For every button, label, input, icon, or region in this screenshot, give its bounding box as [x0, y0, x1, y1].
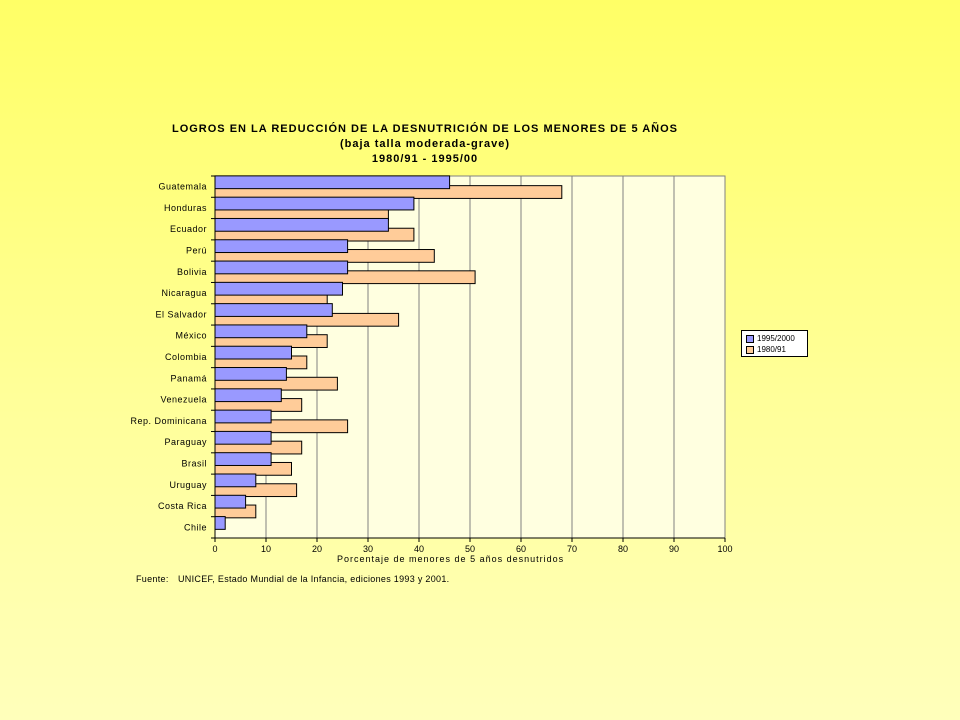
bar-series-1 [214, 430, 272, 445]
source-prefix: Fuente: [136, 574, 169, 584]
legend-swatch-series-1 [746, 334, 754, 343]
x-tick-label: 80 [618, 544, 628, 554]
bar-series-1 [214, 175, 451, 190]
bar-series-1 [214, 452, 272, 466]
legend-label-series-1: 1995/2000 [757, 334, 795, 343]
legend-swatch-series-2 [746, 345, 754, 354]
bar-series-1 [214, 260, 349, 275]
category-label: México [175, 331, 207, 341]
category-label: Colombia [165, 352, 207, 362]
x-tick-label: 50 [465, 544, 475, 554]
bar-series-1 [214, 324, 308, 339]
category-label: Nicaragua [161, 288, 207, 298]
category-label: Bolivia [177, 267, 207, 277]
category-label: Ecuador [170, 224, 207, 234]
bar-series-1 [214, 409, 272, 424]
bar-series-1 [214, 196, 415, 211]
category-label: Brasil [181, 458, 207, 468]
legend-label-series-2: 1980/91 [757, 345, 786, 354]
category-label: Chile [184, 522, 207, 532]
source-text: UNICEF, Estado Mundial de la Infancia, e… [178, 574, 450, 584]
category-label: Costa Rica [158, 501, 207, 511]
bar-series-1 [214, 516, 226, 530]
category-label: Venezuela [160, 395, 207, 405]
x-axis-title: Porcentaje de menores de 5 años desnutri… [337, 554, 565, 564]
chart-title-line-1: LOGROS EN LA REDUCCIÓN DE LA DESNUTRICIÓ… [171, 123, 679, 135]
x-tick-label: 30 [363, 544, 373, 554]
x-tick-label: 100 [717, 544, 732, 554]
bar-series-1 [214, 345, 292, 360]
category-label: Guatemala [158, 182, 207, 192]
bar-series-1 [214, 239, 349, 254]
chart-title-line-3: 1980/91 - 1995/00 [371, 153, 479, 165]
bar-series-1 [214, 388, 282, 403]
category-label: Honduras [164, 203, 207, 213]
x-tick-label: 70 [567, 544, 577, 554]
x-tick-label: 0 [212, 544, 217, 554]
bar-series-1 [214, 217, 389, 232]
category-label: Paraguay [164, 437, 207, 447]
bar-series-1 [214, 281, 343, 296]
category-label: Uruguay [169, 480, 207, 490]
category-label: Rep. Dominicana [130, 416, 207, 426]
x-tick-label: 60 [516, 544, 526, 554]
source-note: Fuente: UNICEF, Estado Mundial de la Infa… [136, 574, 449, 584]
category-label: Panamá [170, 373, 207, 383]
x-tick-label: 90 [669, 544, 679, 554]
bar-series-1 [214, 303, 333, 317]
chart-title-line-2: (baja talla moderada-grave) [339, 138, 511, 150]
category-label: El Salvador [155, 309, 207, 319]
bar-series-1 [214, 367, 287, 381]
legend-item-series-1: 1995/2000 [746, 333, 807, 344]
bar-series-1 [214, 473, 257, 488]
category-label: Perú [186, 246, 207, 256]
legend-item-series-2: 1980/91 [746, 344, 807, 355]
x-tick-label: 20 [312, 544, 322, 554]
bar-series-1 [214, 494, 247, 509]
x-tick-label: 40 [414, 544, 424, 554]
x-tick-label: 10 [261, 544, 271, 554]
chart-legend: 1995/2000 1980/91 [741, 330, 808, 357]
chart-title: LOGROS EN LA REDUCCIÓN DE LA DESNUTRICIÓ… [140, 122, 710, 167]
